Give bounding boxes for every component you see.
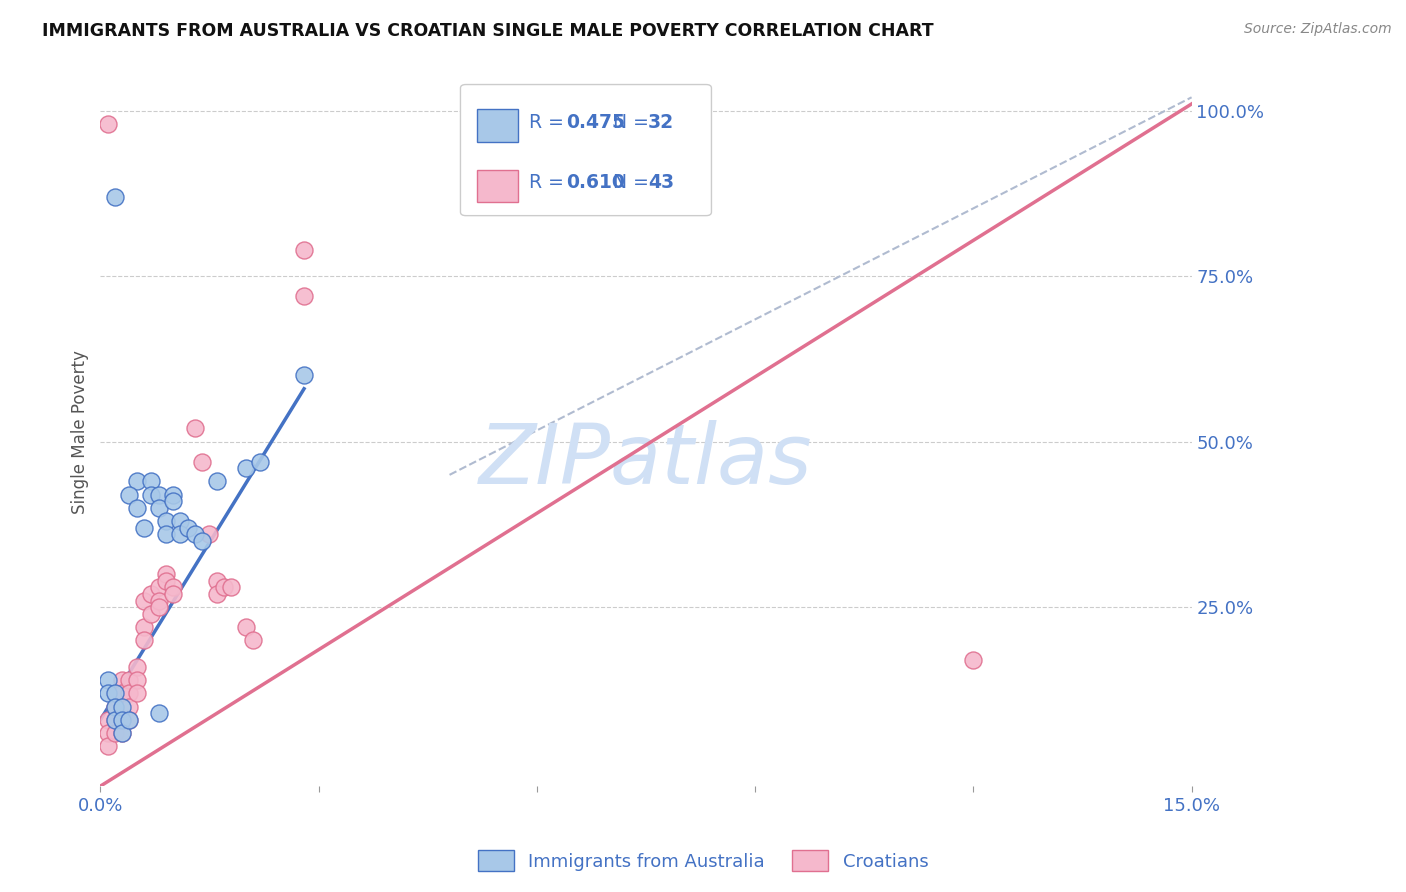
Point (962, 653, 984, 667)
Point (97, 117, 120, 131)
Text: 0.475: 0.475 (567, 112, 626, 132)
Point (111, 726, 134, 740)
Y-axis label: Single Male Poverty: Single Male Poverty (72, 350, 89, 514)
Point (162, 587, 184, 601)
Point (118, 699, 141, 714)
Point (162, 494, 184, 508)
Point (191, 534, 214, 549)
Text: ZIPatlas: ZIPatlas (479, 419, 813, 500)
FancyBboxPatch shape (460, 85, 711, 216)
Point (132, 521, 155, 535)
Point (132, 633, 155, 648)
Point (104, 699, 127, 714)
Point (148, 500, 170, 515)
Point (292, 289, 315, 303)
Point (205, 587, 228, 601)
Point (111, 686, 134, 700)
Point (104, 713, 127, 727)
Point (292, 368, 315, 383)
Point (242, 633, 264, 648)
Point (292, 243, 315, 257)
Point (141, 587, 163, 601)
Point (141, 488, 163, 502)
Point (169, 514, 191, 528)
Point (118, 686, 141, 700)
Point (118, 713, 141, 727)
Point (132, 593, 155, 607)
Text: 0.610: 0.610 (567, 173, 626, 192)
Point (184, 527, 207, 541)
Point (148, 706, 170, 721)
Point (104, 699, 127, 714)
Point (191, 454, 214, 468)
Point (155, 574, 177, 588)
Point (235, 461, 257, 475)
Point (155, 514, 177, 528)
Point (148, 581, 170, 595)
Point (212, 581, 235, 595)
Point (205, 475, 228, 489)
FancyBboxPatch shape (477, 110, 519, 142)
Point (125, 500, 148, 515)
Point (125, 660, 148, 674)
Point (125, 686, 148, 700)
Point (155, 567, 177, 582)
Point (104, 686, 127, 700)
Point (169, 527, 191, 541)
Point (184, 421, 207, 435)
Point (162, 488, 184, 502)
Point (97, 673, 120, 688)
Text: N =: N = (613, 112, 655, 132)
Point (97, 726, 120, 740)
Point (111, 699, 134, 714)
Point (198, 527, 221, 541)
Point (118, 673, 141, 688)
Legend: Immigrants from Australia, Croatians: Immigrants from Australia, Croatians (471, 843, 935, 879)
Text: R =: R = (529, 173, 569, 192)
Text: 43: 43 (648, 173, 675, 192)
Point (104, 713, 127, 727)
Point (125, 673, 148, 688)
Point (162, 581, 184, 595)
Point (221, 581, 243, 595)
Text: R =: R = (529, 112, 569, 132)
Point (97, 713, 120, 727)
Point (132, 620, 155, 634)
Point (97, 686, 120, 700)
Point (104, 726, 127, 740)
Text: Source: ZipAtlas.com: Source: ZipAtlas.com (1244, 22, 1392, 37)
Point (141, 475, 163, 489)
Point (148, 593, 170, 607)
Point (249, 454, 271, 468)
Point (111, 713, 134, 727)
Text: IMMIGRANTS FROM AUSTRALIA VS CROATIAN SINGLE MALE POVERTY CORRELATION CHART: IMMIGRANTS FROM AUSTRALIA VS CROATIAN SI… (42, 22, 934, 40)
Text: 32: 32 (648, 112, 675, 132)
Point (111, 673, 134, 688)
Point (125, 475, 148, 489)
Point (205, 574, 228, 588)
Text: N =: N = (613, 173, 655, 192)
Point (176, 521, 198, 535)
Point (104, 686, 127, 700)
Point (118, 713, 141, 727)
Point (235, 620, 257, 634)
Point (141, 607, 163, 621)
Point (148, 600, 170, 615)
Point (111, 726, 134, 740)
Point (148, 488, 170, 502)
Point (111, 713, 134, 727)
Point (118, 488, 141, 502)
Point (104, 189, 127, 203)
FancyBboxPatch shape (477, 169, 519, 202)
Point (155, 527, 177, 541)
Point (97, 739, 120, 754)
